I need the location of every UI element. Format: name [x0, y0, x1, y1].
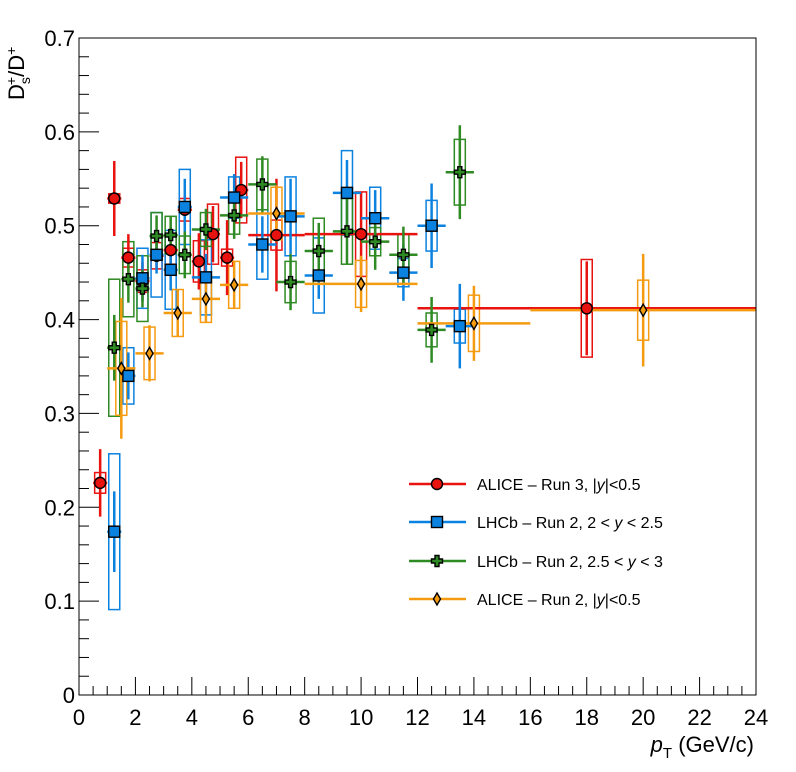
- data-point: [199, 223, 213, 236]
- data-point: [164, 228, 177, 242]
- data-point: [229, 277, 239, 293]
- x-tick-label: 8: [299, 705, 311, 730]
- data-point: [340, 186, 354, 200]
- data-point: [356, 276, 366, 292]
- data-point: [199, 271, 213, 284]
- x-tick-label: 24: [744, 705, 768, 730]
- data-point: [178, 200, 191, 214]
- data-point: [150, 248, 163, 262]
- x-tick-label: 4: [186, 705, 198, 730]
- data-point: [192, 255, 206, 268]
- data-point: [272, 206, 281, 221]
- data-point: [397, 248, 410, 262]
- data-point: [122, 369, 135, 383]
- data-point: [227, 191, 241, 204]
- x-tick-label: 10: [349, 705, 373, 730]
- data-point: [284, 275, 297, 289]
- data-point: [312, 269, 325, 282]
- y-tick-label: 0.5: [44, 214, 75, 239]
- y-tick-label: 0: [63, 683, 75, 708]
- data-point: [201, 291, 211, 307]
- legend-marker: [432, 591, 442, 607]
- y-tick-label: 0.3: [44, 401, 75, 426]
- y-tick-label: 0.1: [44, 589, 75, 614]
- data-point: [136, 282, 149, 295]
- data-point: [368, 235, 382, 248]
- data-point: [173, 305, 183, 321]
- x-tick-label: 0: [73, 705, 85, 730]
- y-tick-label: 0.4: [44, 308, 75, 333]
- y-tick-label: 0.6: [44, 120, 75, 145]
- x-axis-title: pT (GeV/c): [650, 732, 754, 762]
- data-point: [164, 243, 177, 257]
- data-point: [580, 302, 593, 315]
- data-point: [354, 227, 368, 241]
- data-point: [122, 273, 135, 286]
- data-point: [227, 209, 241, 222]
- data-point: [312, 244, 325, 258]
- x-tick-label: 6: [242, 705, 254, 730]
- x-tick-label: 2: [129, 705, 141, 730]
- data-point: [145, 345, 154, 361]
- x-tick-label: 20: [631, 705, 655, 730]
- x-tick-label: 14: [462, 705, 486, 730]
- data-point: [117, 360, 126, 376]
- y-tick-label: 0.2: [44, 495, 75, 520]
- axes: 0 2 4 6 8 10 12 14 16 18 20 22 2400.10.20.30.40.50.6…: [44, 26, 768, 730]
- legend-marker: [430, 477, 444, 491]
- data-point: [270, 228, 283, 242]
- legend-marker: [430, 515, 444, 529]
- data-point: [368, 212, 382, 225]
- x-tick-label: 18: [575, 705, 599, 730]
- legend-label: ALICE – Run 2, |y|<0.5: [477, 592, 641, 609]
- y-axis-title: Ds+/D+: [3, 47, 33, 100]
- data-point: [340, 225, 354, 238]
- data-point: [425, 323, 438, 337]
- data-markers: [93, 166, 648, 538]
- data-point: [178, 248, 191, 262]
- legend-label: LHCb – Run 2, 2 < y < 2.5: [477, 515, 663, 532]
- x-tick-label: 12: [405, 705, 429, 730]
- data-point: [164, 263, 177, 277]
- data-point: [256, 178, 269, 191]
- legend: ALICE – Run 3, |y|<0.5 LHCb – Run 2, 2 < …: [409, 477, 663, 609]
- data-point: [108, 192, 121, 205]
- y-tick-label: 0.7: [44, 26, 75, 51]
- data-point: [284, 210, 297, 223]
- legend-marker: [430, 554, 444, 568]
- data-point: [108, 341, 121, 354]
- data-point: [136, 272, 149, 285]
- data-point: [220, 251, 234, 264]
- data-point: [469, 315, 479, 331]
- data-point: [256, 238, 269, 251]
- data-point: [397, 266, 410, 279]
- x-tick-label: 22: [687, 705, 711, 730]
- data-point: [108, 525, 121, 538]
- data-point: [122, 251, 135, 264]
- x-tick-label: 16: [518, 705, 542, 730]
- data-point: [425, 219, 438, 232]
- data-point: [453, 319, 467, 333]
- data-point: [93, 476, 107, 490]
- data-point: [453, 166, 467, 179]
- data-point: [150, 229, 163, 243]
- legend-label: LHCb – Run 2, 2.5 < y < 3: [477, 554, 663, 571]
- legend-label: ALICE – Run 3, |y|<0.5: [477, 477, 641, 494]
- data-point: [638, 302, 648, 318]
